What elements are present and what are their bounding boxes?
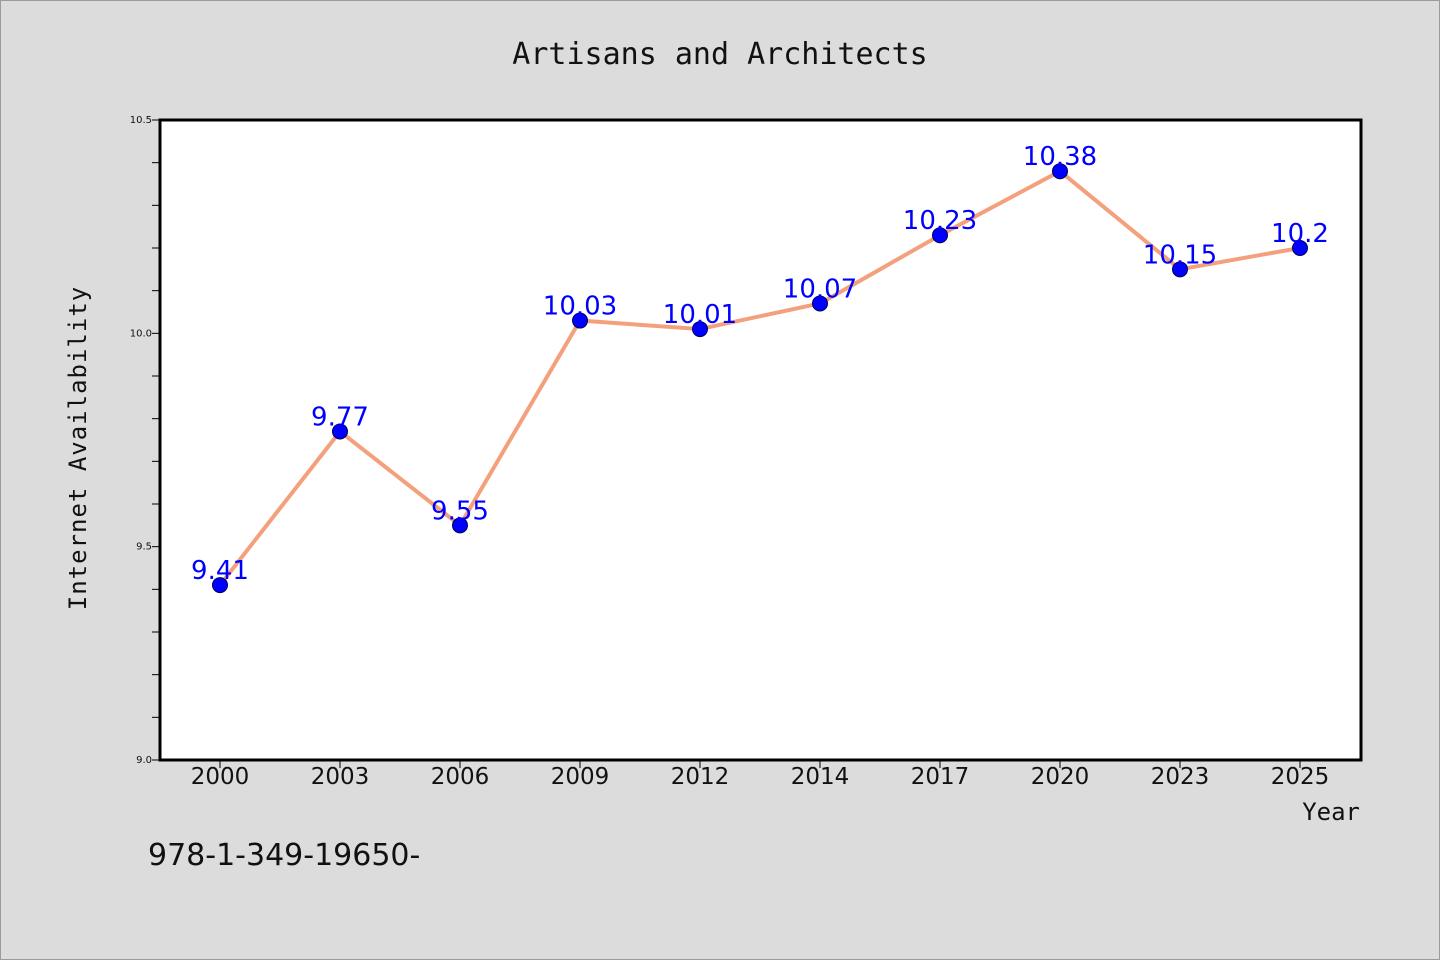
y-axis: 9.0 9.5 10.0 10.5 (130, 115, 160, 766)
data-point (932, 227, 948, 244)
data-labels: 9.41 9.77 9.55 10.03 10.01 10.07 10.23 10.38 10.… (191, 142, 1329, 586)
x-tick-label: 2017 (911, 764, 970, 790)
x-tick-label: 2012 (671, 764, 730, 790)
data-point (692, 321, 708, 338)
data-point (812, 295, 828, 312)
y-tick-label: 9.0 (136, 755, 152, 766)
data-label: 9.41 (191, 556, 249, 586)
x-tick-label: 2020 (1031, 764, 1090, 790)
data-point (1052, 163, 1068, 180)
data-point (1172, 261, 1188, 278)
y-tick-label: 9.5 (136, 542, 152, 553)
x-tick-label: 2014 (791, 764, 850, 790)
x-tick-label: 2006 (431, 764, 490, 790)
data-label: 10.07 (783, 274, 857, 304)
x-axis: 2000 2003 2006 2009 2012 2014 2017 2020 2023 2025 (191, 760, 1330, 790)
data-label: 10.23 (903, 206, 977, 236)
y-tick-label: 10.5 (130, 115, 152, 126)
data-point (332, 423, 348, 440)
y-tick-label: 10.0 (130, 328, 152, 339)
data-label: 10.15 (1143, 240, 1217, 270)
data-label: 9.55 (431, 496, 489, 526)
x-tick-label: 2003 (311, 764, 370, 790)
data-point (212, 577, 228, 594)
x-tick-label: 2025 (1271, 764, 1330, 790)
footer-isbn-text: 978-1-349-19650- (148, 838, 420, 873)
data-label: 10.03 (543, 292, 617, 322)
data-label: 10.2 (1271, 219, 1329, 249)
data-point (572, 312, 588, 329)
chart-title: Artisans and Architects (512, 37, 927, 72)
data-point (1292, 240, 1308, 256)
data-label: 10.01 (663, 300, 737, 330)
x-tick-label: 2009 (551, 764, 610, 790)
y-axis-label: Internet Availability (64, 286, 92, 610)
series-internet-availability (212, 163, 1308, 594)
data-label: 9.77 (311, 402, 369, 432)
plot-area (158, 118, 1363, 762)
data-point (452, 517, 468, 534)
series-line (218, 169, 1301, 587)
x-tick-label: 2023 (1151, 764, 1210, 790)
data-label: 10.38 (1023, 142, 1097, 172)
x-tick-label: 2000 (191, 764, 250, 790)
x-axis-label: Year (1302, 798, 1360, 826)
